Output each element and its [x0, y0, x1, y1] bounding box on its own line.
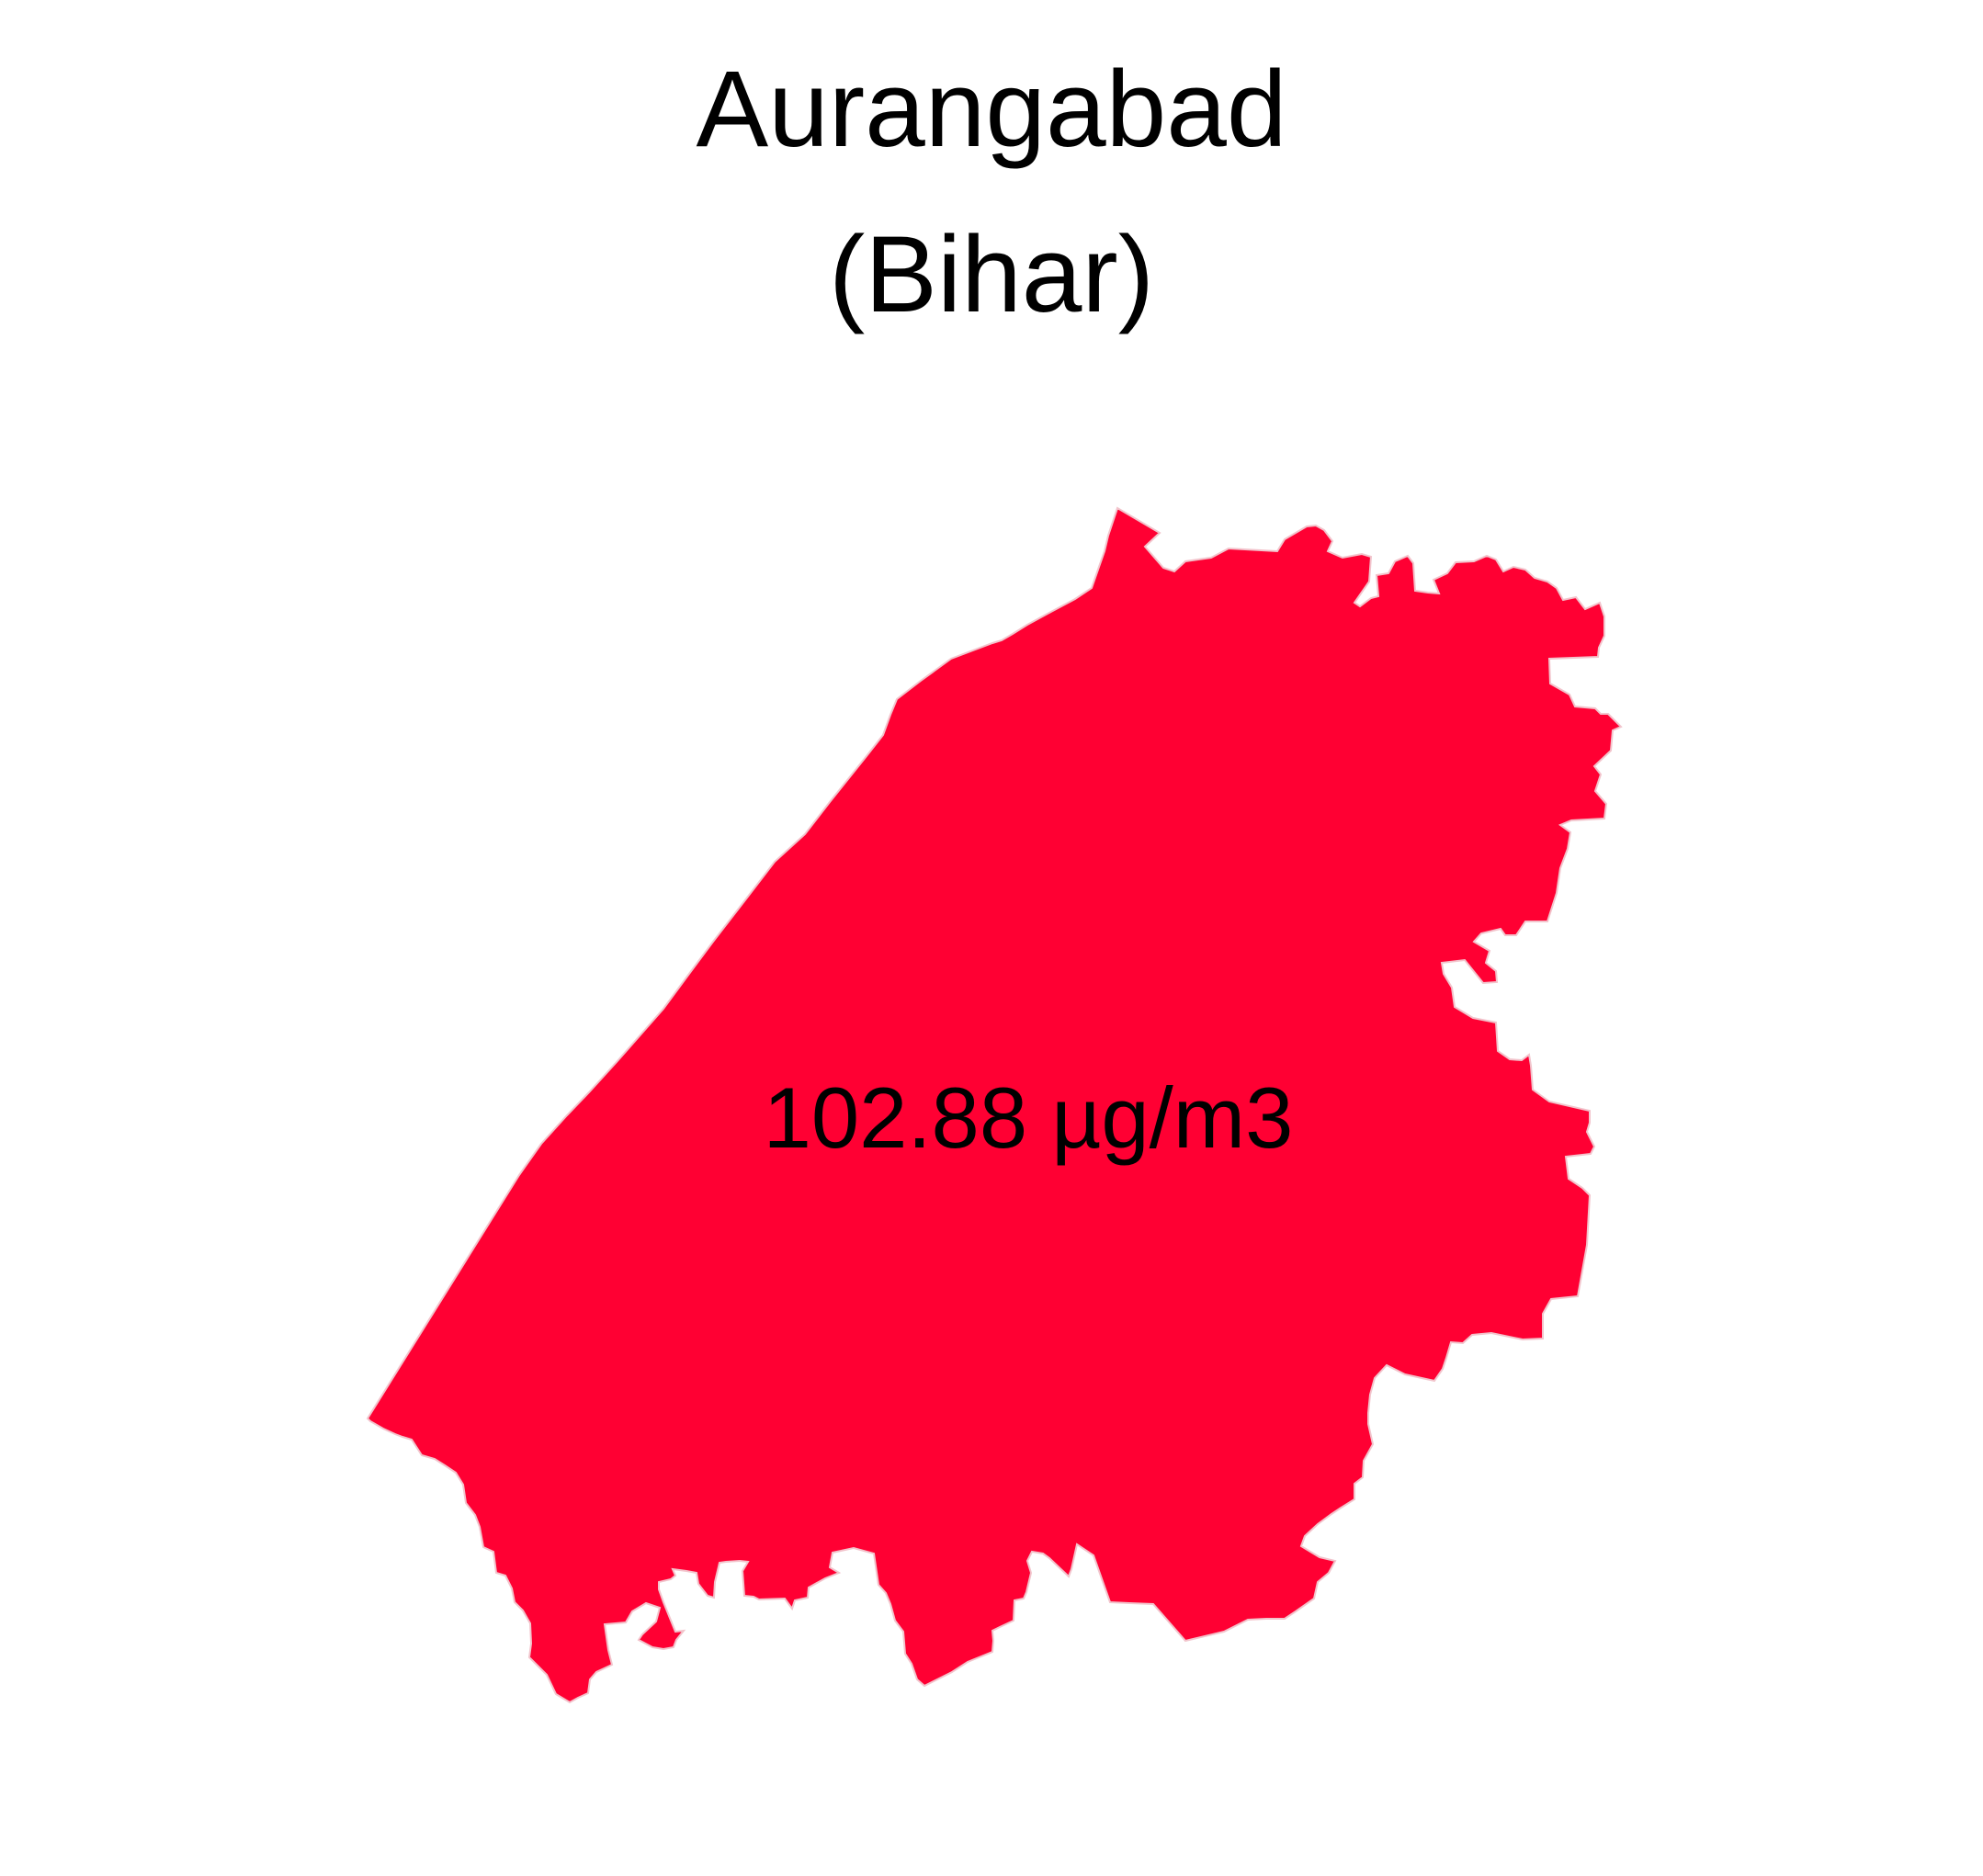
map-title: Aurangabad	[696, 49, 1287, 170]
map-title-block: Aurangabad (Bihar)	[0, 55, 1983, 329]
map-subtitle: (Bihar)	[828, 214, 1155, 335]
pollution-value-label: 102.88 µg/m3	[763, 1069, 1294, 1166]
district-region-aurangabad	[366, 506, 1623, 1704]
